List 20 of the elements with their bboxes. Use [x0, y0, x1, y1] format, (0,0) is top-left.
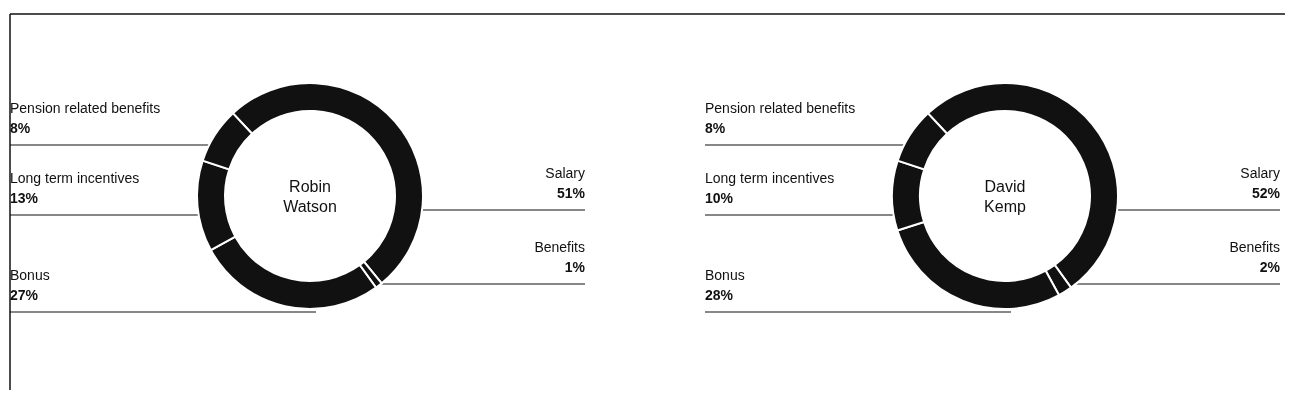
data-label: 2% [1259, 259, 1281, 275]
data-label: 52% [1251, 185, 1281, 201]
data-label: 51% [556, 185, 586, 201]
data-label: 28% [705, 287, 734, 303]
slice-label: Pension related benefits [705, 100, 856, 116]
slice-label: Salary [1240, 165, 1280, 181]
slice-label: Benefits [534, 239, 585, 255]
slice-label: Bonus [10, 267, 50, 283]
text: David Kemp [984, 178, 1026, 215]
slice-label: Benefits [1229, 239, 1280, 255]
slice-label: Pension related benefits [10, 100, 161, 116]
slice-label: Long term incentives [705, 170, 835, 186]
slice-label: Salary [545, 165, 585, 181]
data-label: 1% [564, 259, 586, 275]
data-label: 13% [10, 190, 39, 206]
slice-label: Long term incentives [10, 170, 140, 186]
text: Robin Watson [283, 178, 337, 215]
data-label: 10% [705, 190, 734, 206]
data-label: 8% [705, 120, 726, 136]
slice-label: Bonus [705, 267, 745, 283]
